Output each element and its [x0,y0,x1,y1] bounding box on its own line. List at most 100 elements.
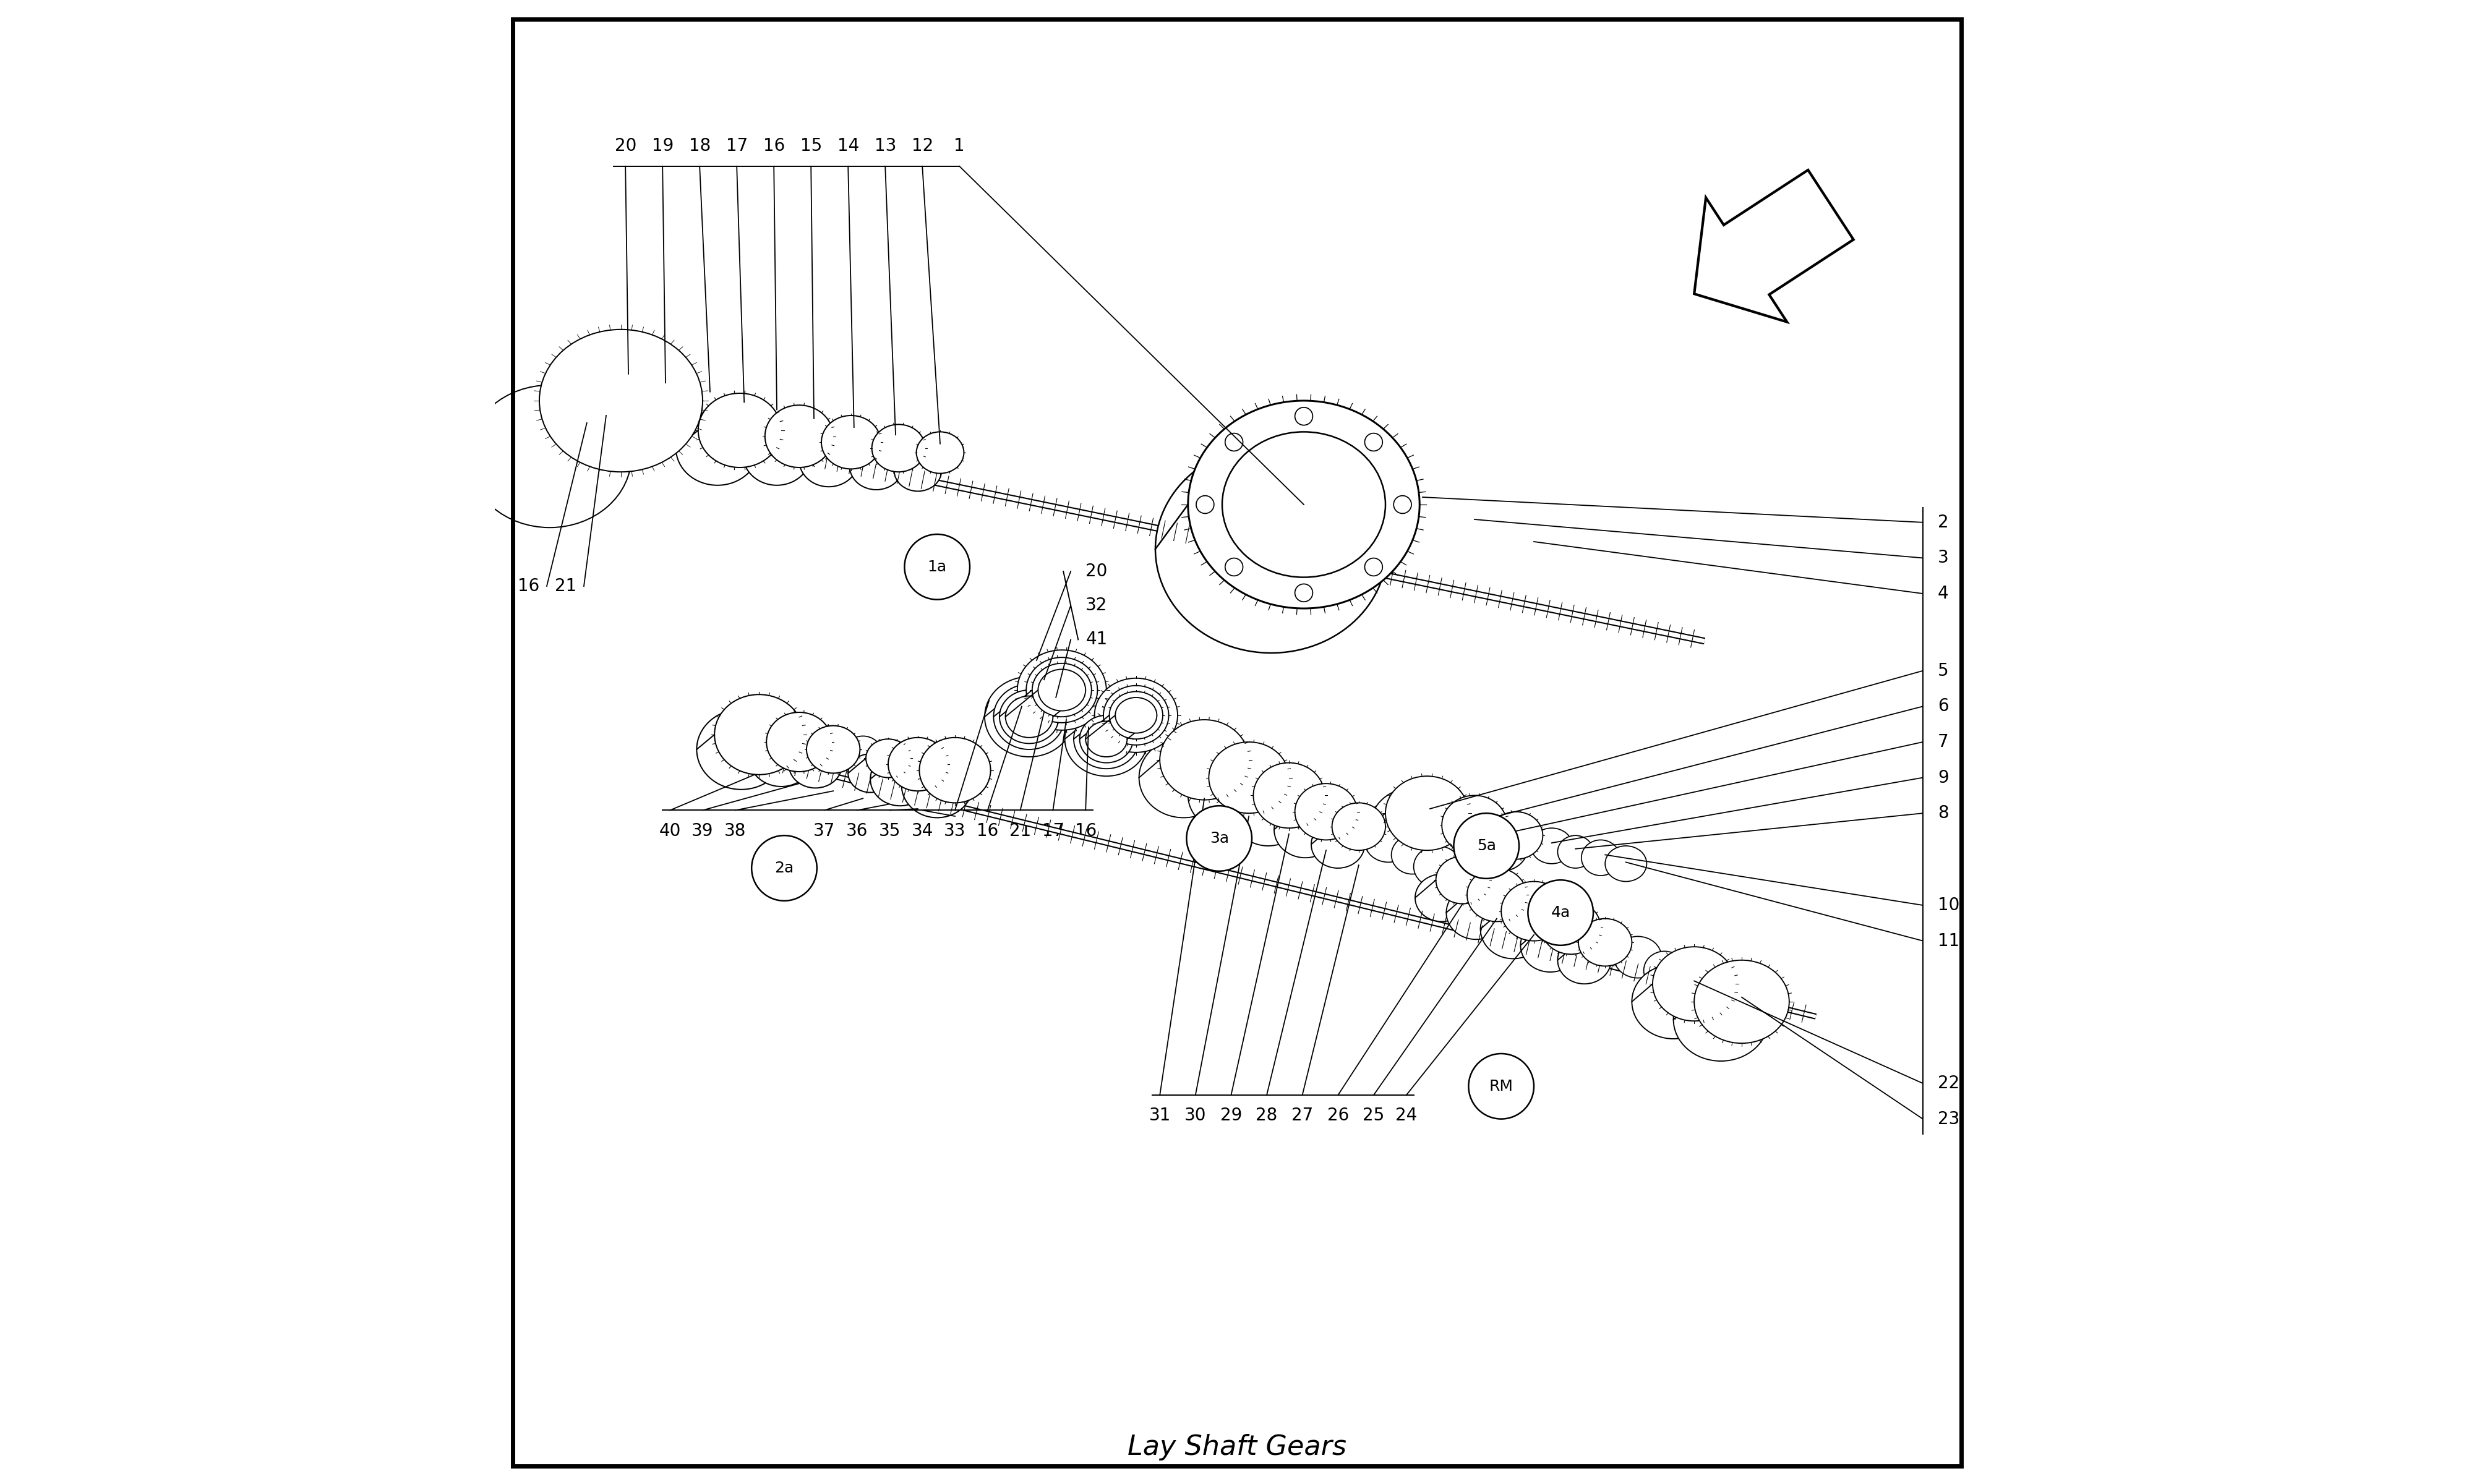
Circle shape [1188,806,1252,871]
Ellipse shape [1581,840,1620,876]
Text: 24: 24 [1395,1107,1418,1125]
Ellipse shape [698,393,782,467]
Ellipse shape [1385,776,1470,850]
Circle shape [1455,813,1519,879]
Ellipse shape [789,741,841,788]
Text: 14: 14 [836,137,858,154]
Ellipse shape [995,684,1064,749]
Ellipse shape [1032,663,1091,717]
Text: 18: 18 [688,137,710,154]
Ellipse shape [1079,715,1133,763]
Ellipse shape [1475,824,1529,871]
Ellipse shape [1531,828,1573,864]
Ellipse shape [844,736,883,772]
Text: 2a: 2a [774,861,794,876]
Ellipse shape [1155,445,1388,653]
Text: 16: 16 [517,577,539,595]
Text: 15: 15 [799,137,821,154]
Ellipse shape [985,677,1074,757]
Ellipse shape [1633,965,1714,1039]
Text: 12: 12 [910,137,933,154]
Ellipse shape [1479,899,1546,959]
Ellipse shape [1027,657,1098,723]
Ellipse shape [871,752,930,806]
Circle shape [905,534,970,600]
Ellipse shape [1502,881,1566,941]
Ellipse shape [594,377,648,424]
Ellipse shape [1653,947,1737,1021]
Ellipse shape [1695,960,1789,1043]
Text: 34: 34 [910,822,933,840]
Ellipse shape [539,329,703,472]
Ellipse shape [1331,803,1385,850]
Ellipse shape [502,390,626,500]
Text: 7: 7 [1937,733,1950,751]
Text: 36: 36 [846,822,868,840]
Text: 31: 31 [1148,1107,1170,1125]
Ellipse shape [1467,868,1526,922]
Text: 3a: 3a [1210,831,1230,846]
Text: 25: 25 [1363,1107,1385,1125]
Ellipse shape [1094,678,1178,752]
Ellipse shape [1064,702,1148,776]
Text: 10: 10 [1937,896,1959,914]
Ellipse shape [1103,686,1168,745]
Ellipse shape [1017,650,1106,730]
Polygon shape [1695,171,1853,322]
Text: 3: 3 [1937,549,1950,567]
Ellipse shape [584,368,658,433]
Ellipse shape [559,346,683,456]
Ellipse shape [849,754,893,792]
Ellipse shape [1559,835,1593,868]
Text: 27: 27 [1291,1107,1314,1125]
Text: 11: 11 [1937,932,1959,950]
Ellipse shape [1442,795,1507,855]
Ellipse shape [888,738,948,791]
Ellipse shape [574,359,668,442]
Ellipse shape [767,712,831,772]
Ellipse shape [468,384,631,527]
Text: 5a: 5a [1477,838,1497,853]
Ellipse shape [1210,742,1289,813]
Text: 30: 30 [1185,1107,1207,1125]
Text: 28: 28 [1257,1107,1277,1125]
Text: 16: 16 [1074,822,1096,840]
Ellipse shape [920,738,990,803]
Text: 22: 22 [1937,1074,1959,1092]
Text: 9: 9 [1937,769,1950,787]
Text: 1: 1 [955,137,965,154]
Text: 8: 8 [1937,804,1950,822]
Ellipse shape [1311,821,1366,868]
Text: 16: 16 [762,137,784,154]
Text: 39: 39 [693,822,713,840]
Ellipse shape [1489,812,1544,859]
Text: 17: 17 [725,137,747,154]
Ellipse shape [715,695,804,775]
Text: Lay Shaft Gears: Lay Shaft Gears [1128,1434,1346,1460]
Ellipse shape [1435,856,1489,904]
Ellipse shape [1643,951,1685,990]
Text: 41: 41 [1086,631,1108,649]
Ellipse shape [866,739,910,778]
Ellipse shape [1160,720,1249,800]
Circle shape [752,835,816,901]
Text: 1a: 1a [928,559,948,574]
Ellipse shape [1086,721,1128,757]
Text: 23: 23 [1937,1110,1959,1128]
Ellipse shape [1116,697,1158,733]
Ellipse shape [675,411,760,485]
Circle shape [1470,1054,1534,1119]
Ellipse shape [1254,763,1324,828]
Ellipse shape [1294,784,1358,840]
Ellipse shape [1188,760,1269,831]
Text: 4: 4 [1937,585,1950,603]
Ellipse shape [849,442,903,490]
Ellipse shape [871,424,925,472]
Text: 26: 26 [1326,1107,1348,1125]
Ellipse shape [1366,821,1413,862]
Ellipse shape [1274,801,1336,858]
Ellipse shape [1371,788,1455,862]
Text: 38: 38 [725,822,747,840]
Ellipse shape [821,416,881,469]
Ellipse shape [1427,807,1492,867]
